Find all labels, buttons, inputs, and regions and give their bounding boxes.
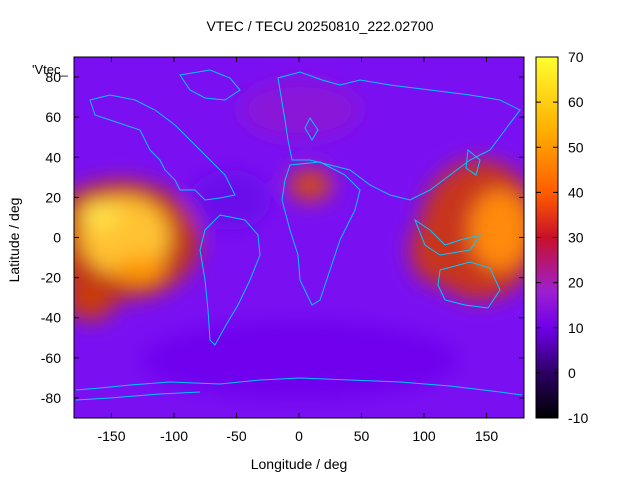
x-tick-label: -50 (226, 428, 246, 444)
x-tick-label: 100 (412, 428, 436, 444)
heatmap (74, 57, 524, 418)
y-axis-ticks: -80 -60 -40 -20 0 20 40 60 80 (41, 69, 524, 406)
colorbar-tick-label: 10 (568, 320, 584, 336)
y-tick-label: 0 (53, 230, 61, 246)
y-axis-label: Latitude / deg (6, 197, 22, 283)
y-tick-label: -60 (41, 350, 61, 366)
x-tick-label: 150 (475, 428, 499, 444)
colorbar-tick-label: -10 (568, 410, 588, 426)
x-axis-ticks: -150 -100 -50 0 50 100 150 (97, 57, 498, 444)
y-tick-label: 40 (45, 149, 61, 165)
colorbar-tick-label: 40 (568, 184, 584, 200)
y-tick-label: 20 (45, 189, 61, 205)
x-tick-label: -100 (160, 428, 188, 444)
colorbar-ticks: -10 0 10 20 30 40 50 60 70 (536, 49, 588, 426)
y-tick-label: -40 (41, 310, 61, 326)
x-axis-label: Longitude / deg (250, 456, 348, 472)
colorbar-tick-label: 60 (568, 94, 584, 110)
x-tick-label: 50 (354, 428, 370, 444)
y-tick-label: 60 (45, 109, 61, 125)
y-tick-label: -20 (41, 270, 61, 286)
colorbar-tick-label: 20 (568, 275, 584, 291)
x-tick-label: -150 (97, 428, 125, 444)
series-label: 'Vtec_ (32, 62, 68, 77)
y-tick-label: -80 (41, 390, 61, 406)
heatmap-blobs (74, 80, 524, 400)
coastlines (75, 69, 523, 401)
y-tick-label: 80 (45, 69, 61, 85)
x-tick-label: 0 (295, 428, 303, 444)
colorbar-tick-label: 70 (568, 49, 584, 65)
colorbar-tick-label: 0 (568, 365, 576, 381)
chart-title: VTEC / TECU 20250810_222.02700 (206, 18, 434, 34)
colorbar-tick-label: 30 (568, 230, 584, 246)
colorbar-tick-label: 50 (568, 139, 584, 155)
